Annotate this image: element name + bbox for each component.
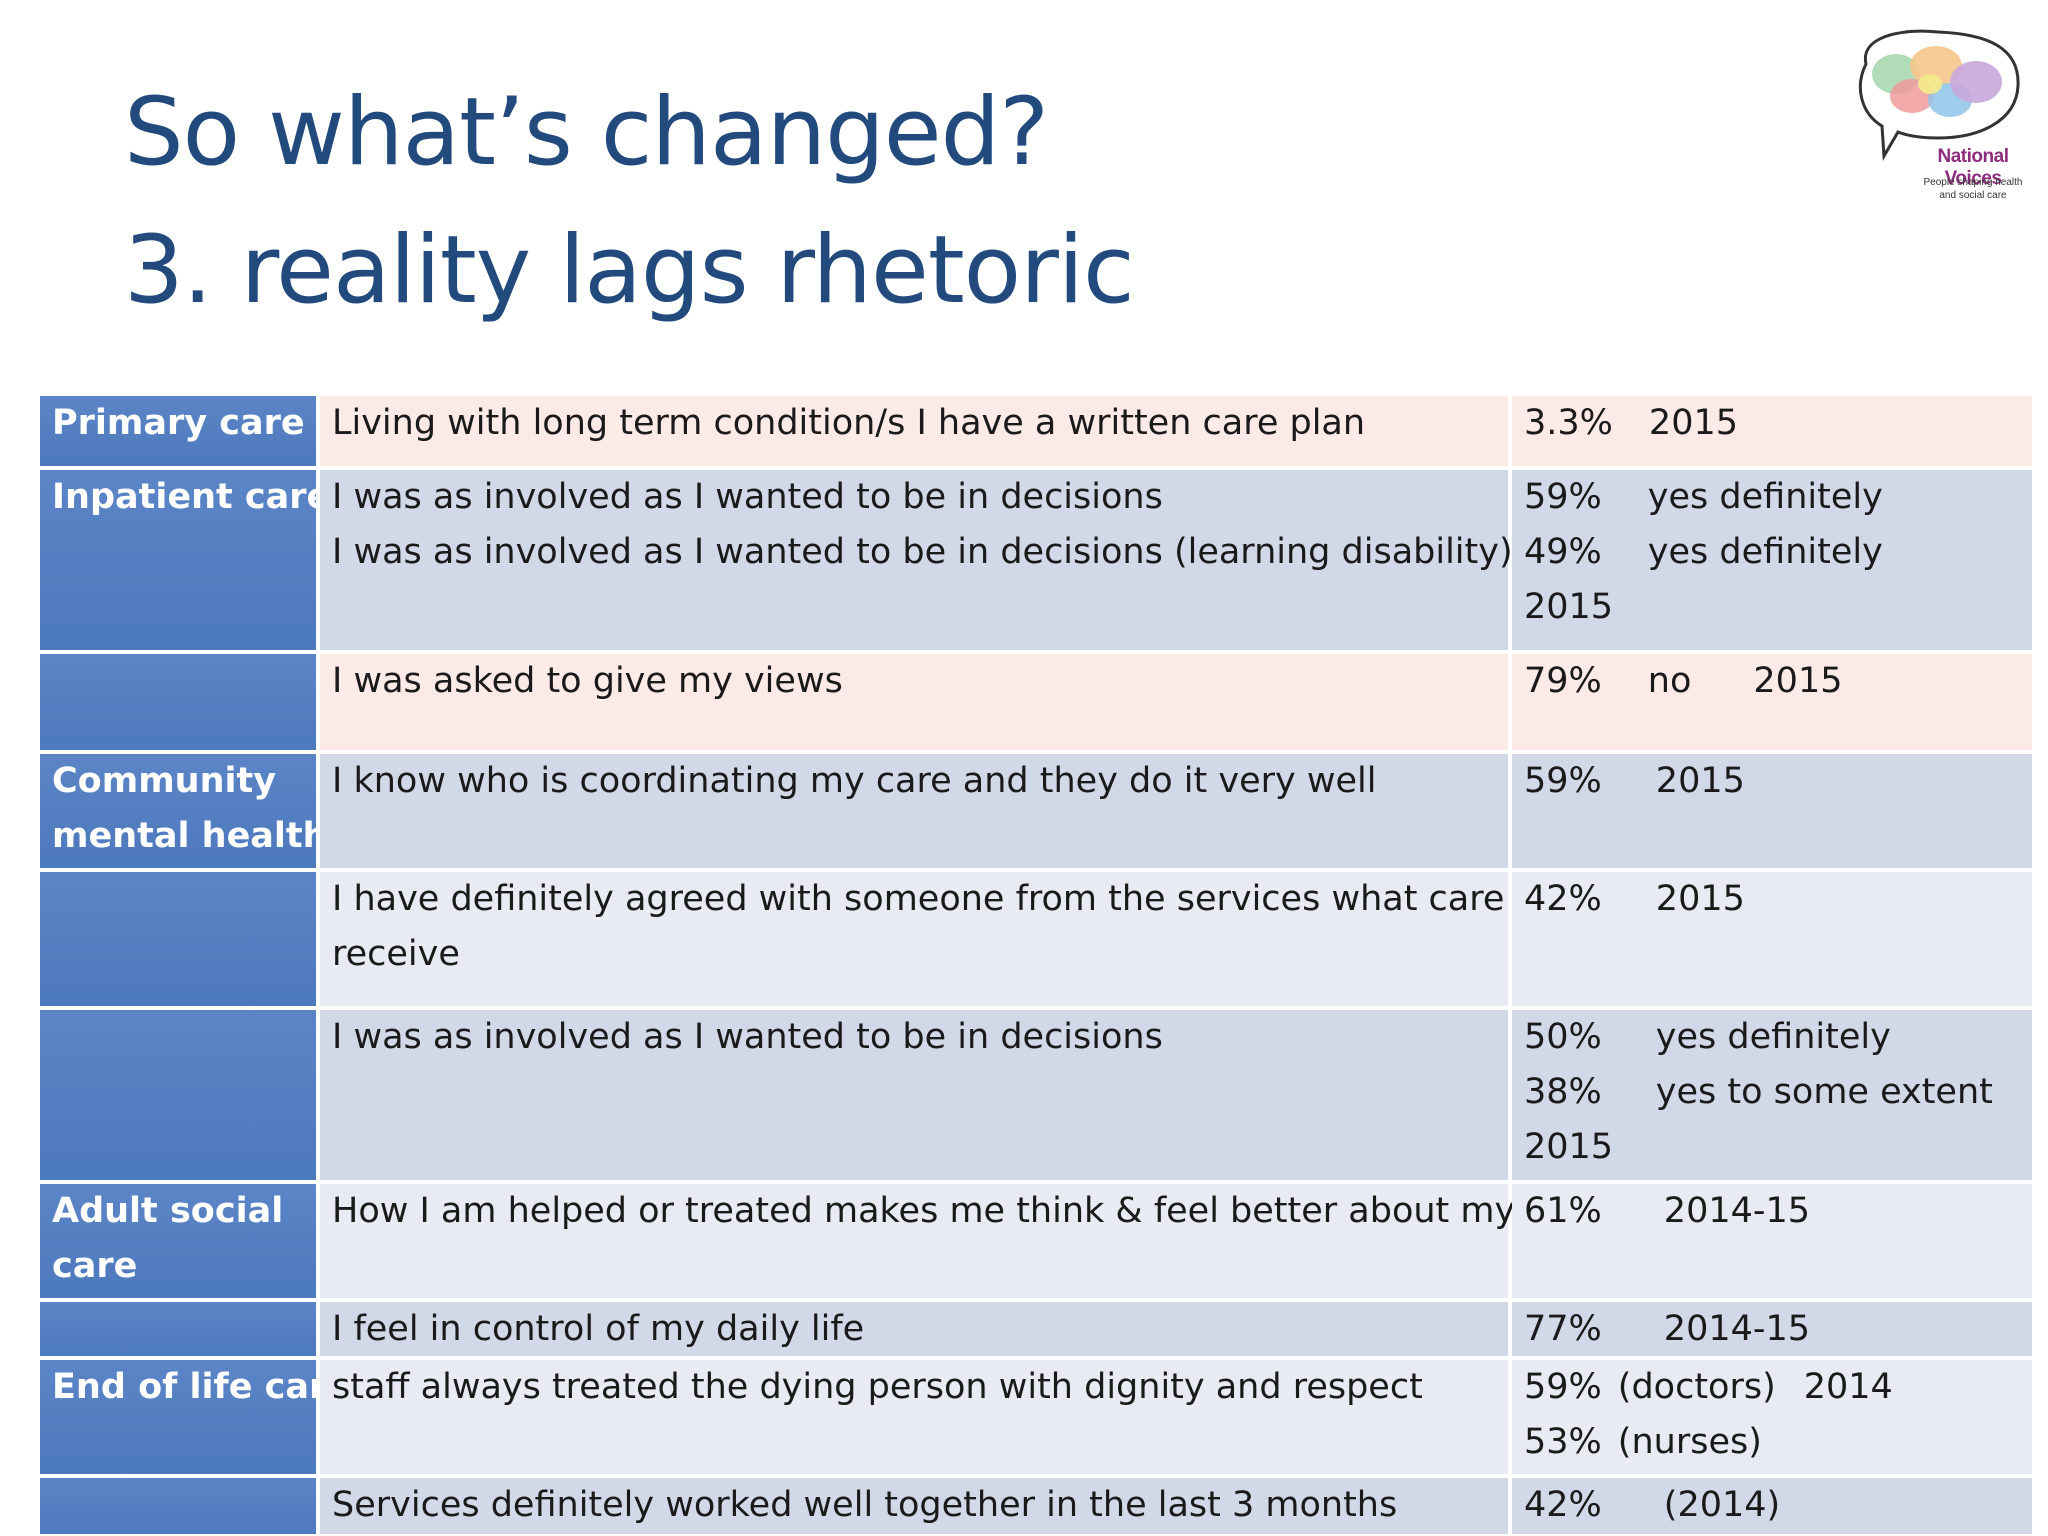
category-adult-social-care: Adult social care (40, 1184, 316, 1298)
category-end-of-life-care: End of life care (40, 1360, 350, 1474)
figure-cell: 50% yes definitely 38% yes to some extent … (1512, 1010, 2032, 1180)
statement-cell: I was asked to give my views (320, 654, 1508, 750)
slide-title: So what’s changed? 3. reality lags rheto… (124, 64, 1135, 340)
category-empty (40, 654, 316, 750)
figure-line: 42% 2015 (1524, 879, 1745, 919)
figure-cell: 42% (2014) (1512, 1478, 2032, 1534)
figure-line: 77% 2014-15 (1524, 1309, 1811, 1349)
figure-cell: 3.3% 2015 (1512, 396, 2032, 466)
statement-cell: I have definitely agreed with someone fr… (320, 872, 1595, 1006)
category-empty (40, 1302, 316, 1356)
statement-cell: How I am helped or treated makes me thin… (320, 1184, 1577, 1298)
figure-line: 3.3% 2015 (1524, 403, 1738, 443)
figure-line: 59% (doctors) 2014 (1524, 1367, 1893, 1407)
figure-cell: 59% yes definitely 49% yes definitely 2015 (1512, 470, 2032, 650)
national-voices-logo-icon (1858, 29, 2020, 161)
category-empty (40, 872, 316, 1006)
figure-cell: 79% no 2015 (1512, 654, 2032, 750)
category-community-mental-health: Community mental health (40, 754, 328, 868)
figure-line: 2015 (1524, 1127, 1614, 1167)
figure-line: 38% yes to some extent (1524, 1072, 1993, 1112)
statement-cell: I feel in control of my daily life (320, 1302, 1508, 1356)
survey-table: Primary care Living with long term condi… (40, 396, 2032, 1534)
figure-line: 53% (nurses) (1524, 1422, 1762, 1462)
figure-cell: 77% 2014-15 (1512, 1302, 2032, 1356)
figure-cell: 42% 2015 (1512, 872, 2032, 1006)
statement-cell: I was as involved as I wanted to be in d… (320, 1010, 1508, 1180)
category-primary-care: Primary care (40, 396, 316, 466)
category-empty (40, 1478, 316, 1534)
statement-cell: staff always treated the dying person wi… (320, 1360, 1508, 1474)
figure-cell: 59% 2015 (1512, 754, 2032, 868)
category-empty (40, 1010, 316, 1180)
logo-tagline: People shaping health and social care (1923, 177, 2023, 201)
statement-cell: I was as involved as I wanted to be in d… (320, 470, 1513, 650)
figure-line: 59% yes definitely (1524, 477, 1883, 517)
figure-cell: 61% 2014-15 (1512, 1184, 2032, 1298)
logo-name: National Voices (1937, 146, 2009, 189)
title-line-2: 3. reality lags rhetoric (124, 216, 1135, 325)
figure-line: 50% yes definitely (1524, 1017, 1891, 1057)
figure-line: 61% 2014-15 (1524, 1191, 1811, 1231)
title-line-1: So what’s changed? (124, 78, 1049, 187)
statement-cell: I know who is coordinating my care and t… (320, 754, 1508, 868)
figure-cell: 59% (doctors) 2014 53% (nurses) (1512, 1360, 2032, 1474)
figure-line: 2015 (1524, 587, 1614, 627)
figure-line: 59% 2015 (1524, 761, 1745, 801)
statement-cell: Services definitely worked well together… (320, 1478, 1508, 1534)
figure-line: 42% (2014) (1524, 1485, 1781, 1525)
figure-line: 79% no 2015 (1524, 661, 1843, 701)
statement-cell: Living with long term condition/s I have… (320, 396, 1508, 466)
figure-line: 49% yes definitely (1524, 532, 1883, 572)
category-inpatient-care: Inpatient care (40, 470, 330, 650)
